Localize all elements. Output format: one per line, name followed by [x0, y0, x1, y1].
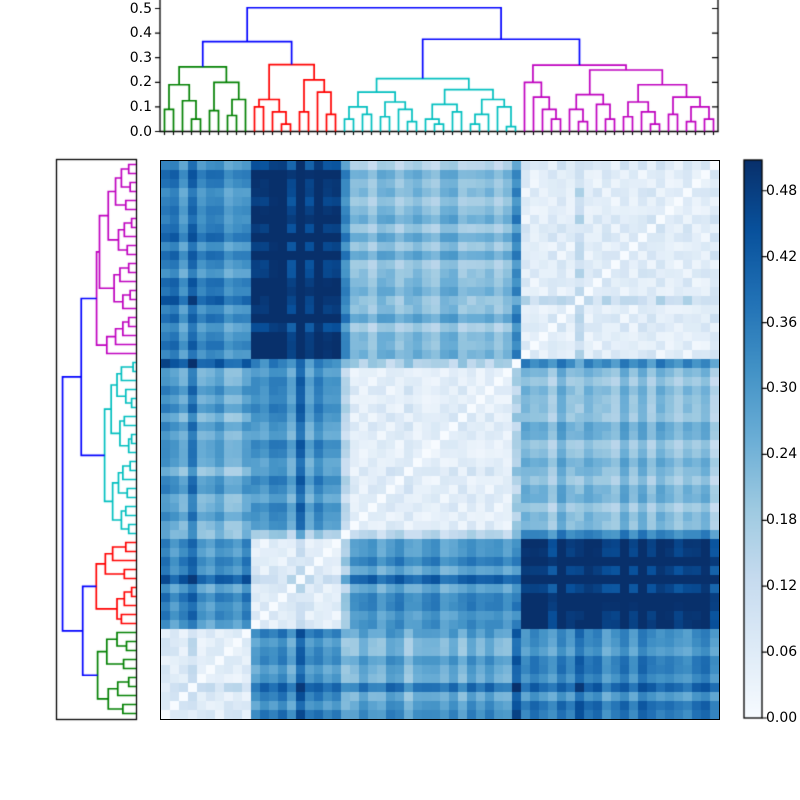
colorbar-tick-label: 0.42	[766, 248, 798, 265]
colorbar-tick-label: 0.48	[766, 182, 798, 199]
colorbar	[740, 155, 792, 727]
heatmap	[160, 160, 720, 720]
top-axis-tick-label: 0.2	[129, 74, 152, 91]
colorbar-tick-label: 0.00	[766, 710, 798, 726]
left-dendrogram	[40, 150, 144, 728]
top-axis-tick-label: 0.4	[129, 25, 152, 42]
top-axis-tick-label: 0.1	[129, 98, 152, 115]
colorbar-tick-label: 0.06	[766, 644, 798, 661]
colorbar-tick-label: 0.18	[766, 512, 798, 529]
colorbar-tick-label: 0.36	[766, 314, 798, 331]
top-dendrogram	[140, 0, 740, 140]
top-axis-tick-label: 0.3	[129, 49, 152, 66]
colorbar-tick-label: 0.30	[766, 380, 798, 397]
colorbar-tick-label: 0.24	[766, 446, 798, 463]
colorbar-tick-label: 0.12	[766, 578, 798, 595]
top-axis-tick-label: 0.5	[129, 0, 152, 17]
top-axis-tick-label: 0.0	[129, 123, 152, 140]
